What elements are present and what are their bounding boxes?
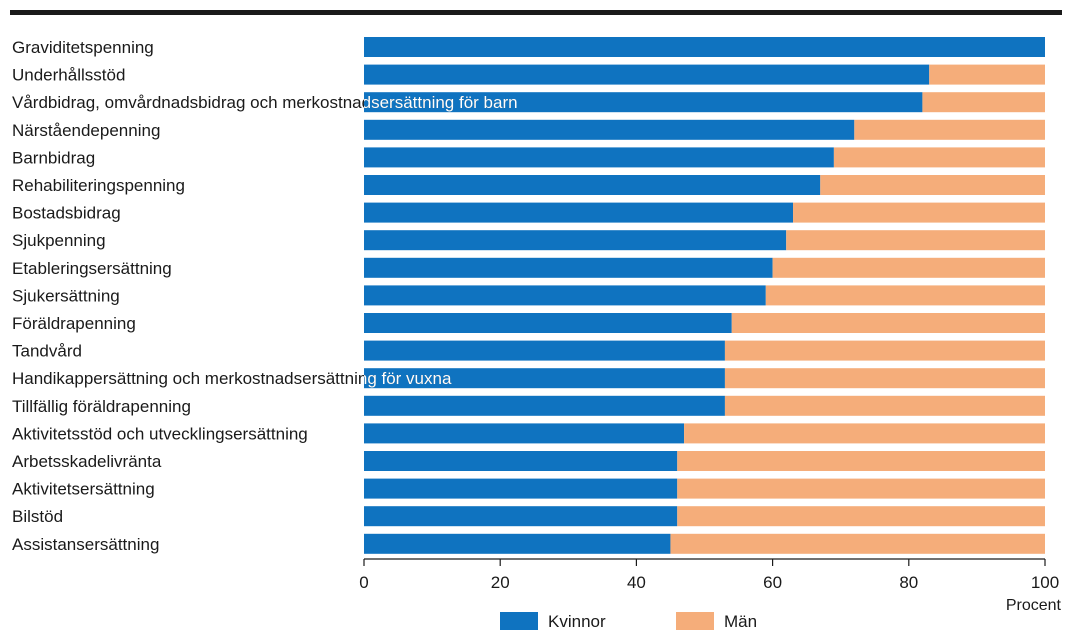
- x-tick-label-3: 60: [763, 573, 782, 592]
- x-tick-label-1: 20: [491, 573, 510, 592]
- category-label-9: Sjukersättning: [12, 286, 120, 305]
- category-label-1: Underhållsstöd: [12, 66, 125, 85]
- category-label-10: Föräldrapenning: [12, 314, 136, 333]
- x-axis: 0 20 40 60 80 100 Procent: [359, 558, 1062, 614]
- bar-man-12: [724, 368, 1045, 389]
- category-label-5: Rehabiliteringspenning: [12, 176, 185, 195]
- bars-layer: [364, 37, 1045, 554]
- category-label-overlay-2: Vårdbidrag, omvårdnadsbidrag och merkost…: [12, 93, 518, 112]
- bar-man-15: [677, 451, 1045, 471]
- bar-kvinnor-14: [364, 423, 685, 444]
- bar-kvinnor-2: [364, 92, 923, 113]
- bar-kvinnor-16: [364, 478, 678, 499]
- category-label-4: Barnbidrag: [12, 148, 95, 167]
- bar-man-13: [724, 395, 1045, 416]
- x-tick-label-2: 40: [627, 573, 646, 592]
- bar-kvinnor-12: [364, 368, 725, 389]
- category-label-12: Handikappersättning och merkostnadsersät…: [12, 369, 452, 388]
- category-label-13: Tillfällig föräldrapenning: [12, 397, 191, 416]
- bar-man-2: [922, 92, 1045, 113]
- bar-kvinnor-5: [364, 175, 821, 195]
- legend-label-kvinnor: Kvinnor: [548, 612, 606, 631]
- category-label-8: Etableringsersättning: [12, 259, 172, 278]
- bar-kvinnor-4: [364, 147, 834, 168]
- bar-kvinnor-3: [364, 119, 855, 140]
- category-label-0: Graviditetspenning: [12, 38, 154, 57]
- category-label-16: Aktivitetsersättning: [12, 480, 155, 499]
- bar-man-17: [677, 506, 1045, 527]
- bar-man-11: [724, 340, 1045, 361]
- bar-kvinnor-11: [364, 340, 725, 361]
- bar-kvinnor-17: [364, 506, 678, 527]
- bar-kvinnor-18: [364, 533, 671, 554]
- category-label-15: Arbetsskadelivränta: [12, 452, 162, 471]
- bar-man-9: [765, 285, 1045, 306]
- bar-kvinnor-15: [364, 451, 678, 471]
- bar-man-3: [854, 119, 1045, 140]
- bar-kvinnor-7: [364, 230, 787, 251]
- x-tick-label-4: 80: [899, 573, 918, 592]
- category-label-18: Assistansersättning: [12, 535, 159, 554]
- category-label-14: Aktivitetsstöd och utvecklingsersättning: [12, 424, 308, 443]
- bar-kvinnor-8: [364, 257, 773, 278]
- top-rule: [10, 10, 1062, 15]
- x-axis-unit-label: Procent: [1006, 597, 1062, 614]
- bar-man-10: [731, 313, 1045, 333]
- bar-kvinnor-6: [364, 202, 794, 223]
- bar-kvinnor-0: [364, 37, 1045, 57]
- category-label-6: Bostadsbidrag: [12, 204, 121, 223]
- category-label-2: Vårdbidrag, omvårdnadsbidrag och merkost…: [12, 93, 518, 112]
- bar-kvinnor-9: [364, 285, 766, 306]
- category-label-11: Tandvård: [12, 342, 82, 361]
- category-label-overlay-12: Handikappersättning och merkostnadsersät…: [12, 369, 452, 388]
- bar-man-16: [677, 478, 1045, 499]
- bar-man-1: [929, 64, 1045, 85]
- bar-man-14: [684, 423, 1045, 444]
- legend-label-man: Män: [724, 612, 757, 631]
- bar-kvinnor-1: [364, 64, 930, 85]
- bar-man-18: [670, 533, 1045, 554]
- category-label-17: Bilstöd: [12, 507, 63, 526]
- bar-man-5: [820, 175, 1045, 195]
- x-tick-label-0: 0: [359, 573, 368, 592]
- bar-man-6: [793, 202, 1045, 223]
- x-tick-label-5: 100: [1031, 573, 1059, 592]
- legend: Kvinnor Män: [500, 612, 757, 631]
- category-label-7: Sjukpenning: [12, 231, 106, 250]
- category-labels: Graviditetspenning Underhållsstöd Vårdbidr…: [12, 38, 518, 554]
- bar-man-4: [833, 147, 1045, 168]
- legend-swatch-kvinnor: [500, 612, 538, 630]
- legend-swatch-man: [676, 612, 714, 630]
- bar-man-8: [772, 257, 1045, 278]
- bar-man-7: [786, 230, 1045, 251]
- bar-kvinnor-13: [364, 395, 725, 416]
- bar-kvinnor-10: [364, 313, 732, 333]
- category-label-3: Närståendepenning: [12, 121, 160, 140]
